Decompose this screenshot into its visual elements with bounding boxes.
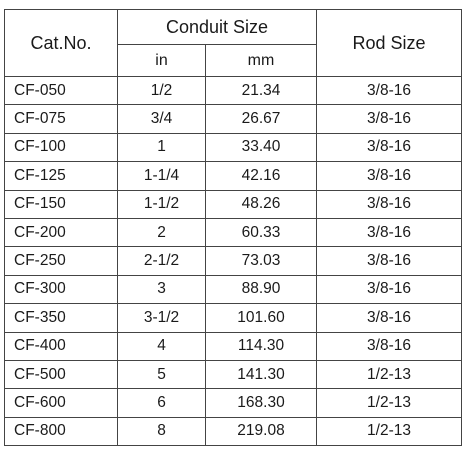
cell-rod-size: 3/8-16	[316, 331, 462, 361]
table-row: CF-600 6 168.30 1/2-13	[4, 388, 462, 418]
cell-rod-size: 3/8-16	[316, 189, 462, 219]
table-row: CF-300 3 88.90 3/8-16	[4, 274, 462, 305]
cell-rod-size: 3/8-16	[316, 161, 462, 191]
cell-cat-no: CF-200	[4, 217, 118, 248]
cell-conduit-mm: 21.34	[205, 75, 317, 106]
header-in: in	[117, 44, 206, 77]
cell-conduit-mm: 168.30	[205, 388, 317, 418]
table-row: CF-100 1 33.40 3/8-16	[4, 132, 462, 163]
cell-rod-size: 3/8-16	[316, 75, 462, 106]
table-row: CF-200 2 60.33 3/8-16	[4, 217, 462, 248]
cell-cat-no: CF-800	[4, 416, 118, 447]
cell-conduit-mm: 60.33	[205, 217, 317, 248]
cell-rod-size: 3/8-16	[316, 104, 462, 134]
cell-cat-no: CF-150	[4, 189, 118, 219]
cell-conduit-mm: 42.16	[205, 161, 317, 191]
cell-conduit-in: 4	[117, 331, 206, 361]
cell-rod-size: 3/8-16	[316, 274, 462, 305]
cell-conduit-in: 6	[117, 388, 206, 418]
cell-cat-no: CF-100	[4, 132, 118, 163]
table-row: CF-400 4 114.30 3/8-16	[4, 331, 462, 361]
table-row: CF-250 2-1/2 73.03 3/8-16	[4, 246, 462, 276]
cell-cat-no: CF-050	[4, 75, 118, 106]
cell-conduit-in: 3	[117, 274, 206, 305]
cell-conduit-in: 1-1/4	[117, 161, 206, 191]
table-header: Cat.No. Conduit Size Rod Size in mm	[4, 9, 462, 77]
table-row: CF-150 1-1/2 48.26 3/8-16	[4, 189, 462, 219]
cell-rod-size: 1/2-13	[316, 388, 462, 418]
cell-conduit-mm: 141.30	[205, 359, 317, 390]
cell-conduit-in: 3/4	[117, 104, 206, 134]
cell-conduit-mm: 33.40	[205, 132, 317, 163]
cell-conduit-in: 1-1/2	[117, 189, 206, 219]
table-row: CF-050 1/2 21.34 3/8-16	[4, 75, 462, 106]
cell-cat-no: CF-350	[4, 303, 118, 333]
cell-conduit-in: 2-1/2	[117, 246, 206, 276]
cell-conduit-mm: 26.67	[205, 104, 317, 134]
cell-cat-no: CF-250	[4, 246, 118, 276]
cell-conduit-mm: 114.30	[205, 331, 317, 361]
cell-rod-size: 3/8-16	[316, 303, 462, 333]
cell-rod-size: 1/2-13	[316, 359, 462, 390]
conduit-spec-table: Cat.No. Conduit Size Rod Size in mm CF-0…	[4, 9, 462, 447]
cell-conduit-in: 2	[117, 217, 206, 248]
cell-cat-no: CF-075	[4, 104, 118, 134]
cell-cat-no: CF-125	[4, 161, 118, 191]
cell-conduit-mm: 48.26	[205, 189, 317, 219]
header-rod-size: Rod Size	[316, 9, 462, 77]
cell-rod-size: 3/8-16	[316, 132, 462, 163]
header-mm: mm	[205, 44, 317, 77]
table-row: CF-125 1-1/4 42.16 3/8-16	[4, 161, 462, 191]
cell-conduit-in: 1	[117, 132, 206, 163]
cell-rod-size: 3/8-16	[316, 246, 462, 276]
table-row: CF-075 3/4 26.67 3/8-16	[4, 104, 462, 134]
table-row: CF-500 5 141.30 1/2-13	[4, 359, 462, 390]
cell-conduit-mm: 101.60	[205, 303, 317, 333]
table-row: CF-800 8 219.08 1/2-13	[4, 416, 462, 447]
cell-conduit-in: 3-1/2	[117, 303, 206, 333]
header-row-sub: in mm	[5, 44, 462, 77]
cell-conduit-mm: 88.90	[205, 274, 317, 305]
cell-cat-no: CF-400	[4, 331, 118, 361]
cell-cat-no: CF-600	[4, 388, 118, 418]
table-body: CF-050 1/2 21.34 3/8-16 CF-075 3/4 26.67 3/8-16…	[4, 75, 462, 447]
cell-conduit-mm: 219.08	[205, 416, 317, 447]
header-row-top: Cat.No. Conduit Size Rod Size	[4, 9, 462, 77]
header-cat-no: Cat.No.	[4, 9, 118, 77]
cell-conduit-in: 1/2	[117, 75, 206, 106]
cell-rod-size: 1/2-13	[316, 416, 462, 447]
cell-conduit-in: 8	[117, 416, 206, 447]
cell-rod-size: 3/8-16	[316, 217, 462, 248]
table-row: CF-350 3-1/2 101.60 3/8-16	[4, 303, 462, 333]
cell-cat-no: CF-500	[4, 359, 118, 390]
cell-conduit-mm: 73.03	[205, 246, 317, 276]
cell-conduit-in: 5	[117, 359, 206, 390]
cell-cat-no: CF-300	[4, 274, 118, 305]
header-conduit-size: Conduit Size	[117, 9, 317, 45]
